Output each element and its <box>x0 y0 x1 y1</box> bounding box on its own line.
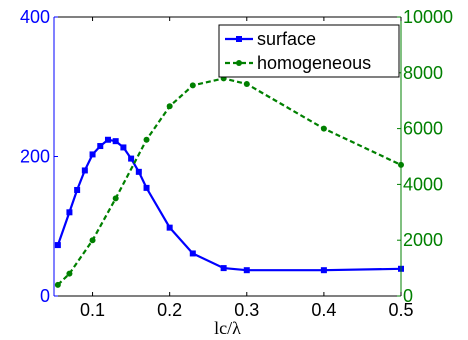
surface-point-9 <box>128 155 135 162</box>
homogeneous-point-3 <box>112 195 119 202</box>
surface-point-1 <box>66 209 73 216</box>
homogeneous-point-4 <box>143 136 150 143</box>
legend-marker-homogeneous <box>236 60 242 66</box>
right-tick-label-4: 8000 <box>403 63 443 83</box>
surface-point-16 <box>320 267 327 274</box>
homogeneous-point-2 <box>89 237 96 244</box>
left-tick-label-0: 0 <box>40 286 50 306</box>
surface-point-14 <box>220 265 227 272</box>
right-tick-label-0: 0 <box>403 286 413 306</box>
legend-label-surface: surface <box>257 29 316 49</box>
surface-point-3 <box>81 167 88 174</box>
legend: surface homogeneous <box>218 24 400 78</box>
surface-line <box>56 138 402 272</box>
left-tick-label-2: 400 <box>20 7 50 27</box>
surface-point-2 <box>74 186 81 193</box>
surface-point-0 <box>54 242 61 249</box>
surface-point-7 <box>112 138 119 145</box>
surface-point-13 <box>189 250 196 257</box>
right-tick-label-5: 10000 <box>403 7 453 27</box>
bottom-tick-label-2: 0.3 <box>234 300 259 320</box>
bottom-tick-label-0: 0.1 <box>80 300 105 320</box>
legend-box <box>218 24 400 78</box>
homogeneous-point-6 <box>189 82 196 89</box>
surface-point-8 <box>120 144 127 151</box>
surface-point-6 <box>104 136 111 143</box>
right-tick-label-2: 4000 <box>403 174 443 194</box>
right-tick-label-3: 6000 <box>403 119 443 139</box>
right-tick-label-1: 2000 <box>403 230 443 250</box>
surface-point-12 <box>166 224 173 231</box>
legend-marker-surface <box>236 36 242 42</box>
homogeneous-point-1 <box>66 270 73 277</box>
homogeneous-point-8 <box>243 80 250 87</box>
x-axis-label: lc/λ <box>214 318 241 338</box>
legend-label-homogeneous: homogeneous <box>257 53 371 73</box>
homogeneous-point-0 <box>54 281 61 288</box>
surface-point-5 <box>97 143 104 150</box>
bottom-tick-label-3: 0.4 <box>311 300 336 320</box>
surface-point-15 <box>243 267 250 274</box>
surface-point-4 <box>89 151 96 158</box>
bottom-tick-label-1: 0.2 <box>157 300 182 320</box>
left-tick-label-1: 200 <box>20 147 50 167</box>
surface-point-11 <box>143 184 150 191</box>
surface-point-10 <box>135 168 142 175</box>
homogeneous-point-9 <box>320 125 327 132</box>
bottom-tick-label-4: 0.5 <box>388 300 413 320</box>
homogeneous-point-5 <box>166 103 173 110</box>
